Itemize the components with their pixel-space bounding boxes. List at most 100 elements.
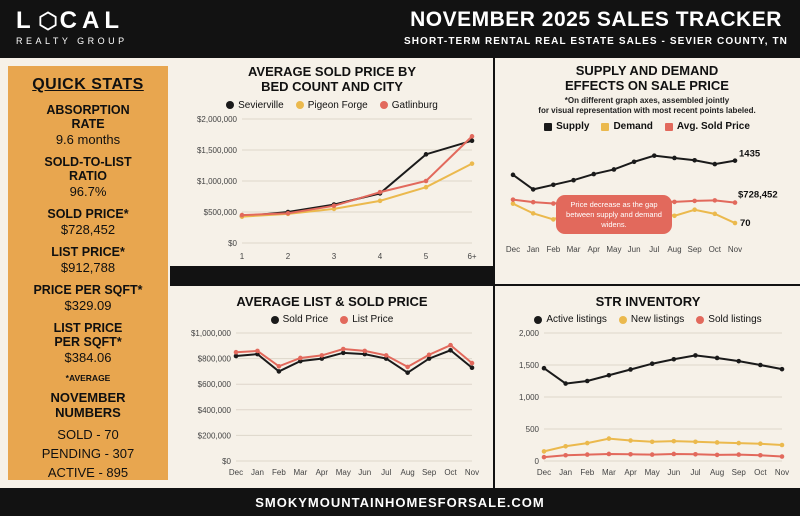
svg-text:3: 3: [332, 252, 337, 261]
svg-text:$200,000: $200,000: [198, 432, 232, 441]
svg-text:Apr: Apr: [624, 468, 637, 477]
legend-label: New listings: [630, 314, 685, 326]
svg-text:0: 0: [535, 457, 540, 466]
svg-text:$500,000: $500,000: [204, 208, 238, 217]
str-inventory-legend: Active listings New listings Sold listings: [534, 314, 762, 326]
footer-bar: SMOKYMOUNTAINHOMESFORSALE.COM: [0, 488, 800, 516]
legend-label: Avg. Sold Price: [676, 121, 750, 133]
legend-label: List Price: [352, 314, 394, 326]
svg-text:Nov: Nov: [465, 468, 479, 477]
legend-label: Sevierville: [238, 99, 284, 111]
list-sold-plot: $1,000,000 $800,000 $600,000 $400,000 $200,0…: [191, 329, 479, 477]
svg-text:Dec: Dec: [506, 245, 520, 254]
legend-label: Sold Price: [282, 314, 329, 326]
svg-text:$800,000: $800,000: [198, 355, 232, 364]
average-footnote: *AVERAGE: [65, 373, 111, 383]
legend-label: Sold listings: [708, 314, 762, 326]
active-listings-marker-icon: [534, 315, 543, 324]
logo-subtext: REALTY GROUP: [16, 36, 128, 46]
stat-label: SOLD-TO-LIST RATIO: [44, 155, 132, 183]
legend-sold-price: Sold Price: [270, 314, 329, 326]
svg-text:May: May: [336, 468, 351, 477]
chart-avg-sold-price-by-bed-count: AVERAGE SOLD PRICE BY BED COUNT AND CITY S…: [174, 64, 490, 264]
svg-text:Jan: Jan: [251, 468, 264, 477]
stat-list-price-per-sqft: LIST PRICE PER SQFT* $384.06: [14, 321, 162, 365]
header-bar: L CAL REALTY GROUP NOVEMBER 2025 SALES T…: [0, 0, 800, 58]
logo-wordmark: L CAL: [16, 9, 128, 33]
svg-text:Aug: Aug: [667, 245, 681, 254]
legend-demand: Demand: [601, 121, 653, 133]
stat-label: LIST PRICE PER SQFT*: [53, 321, 123, 349]
header-text: NOVEMBER 2025 SALES TRACKER SHORT-TERM R…: [398, 8, 794, 47]
svg-text:Dec: Dec: [537, 468, 551, 477]
svg-text:Jul: Jul: [649, 245, 659, 254]
svg-text:$2,000,000: $2,000,000: [197, 115, 238, 124]
stat-value: $384.06: [64, 350, 112, 365]
supply-demand-legend: Supply Demand Avg. Sold Price: [544, 121, 750, 132]
bed-count-legend: Sevierville Pigeon Forge Gatlinburg: [226, 100, 438, 111]
november-pending: PENDING - 307: [41, 445, 135, 461]
svg-text:May: May: [645, 468, 660, 477]
bed-count-title: AVERAGE SOLD PRICE BY BED COUNT AND CITY: [247, 64, 417, 95]
stat-value: 9.6 months: [55, 132, 121, 147]
legend-active-listings: Active listings: [534, 314, 607, 325]
demand-marker-icon: [601, 122, 610, 131]
svg-text:Mar: Mar: [293, 468, 307, 477]
svg-text:Sep: Sep: [688, 245, 703, 254]
legend-new-listings: New listings: [618, 314, 685, 326]
svg-text:Jan: Jan: [527, 245, 540, 254]
svg-text:Jul: Jul: [381, 468, 391, 477]
svg-text:$400,000: $400,000: [198, 406, 232, 415]
column-divider: [493, 58, 495, 488]
svg-text:70: 70: [740, 218, 751, 229]
legend-label: Supply: [556, 121, 590, 133]
stat-label: LIST PRICE*: [51, 245, 125, 259]
stat-value: $912,788: [60, 260, 116, 275]
svg-text:Apr: Apr: [588, 245, 601, 254]
stat-label: SOLD PRICE*: [47, 207, 129, 221]
page-title: NOVEMBER 2025 SALES TRACKER: [410, 8, 782, 31]
sold-price-marker-icon: [270, 315, 279, 324]
chart-annotation: Price decrease as the gap between supply…: [556, 195, 672, 235]
legend-supply: Supply: [544, 121, 589, 132]
svg-text:Oct: Oct: [754, 468, 767, 477]
svg-text:Jan: Jan: [559, 468, 572, 477]
legend-label: Demand: [613, 121, 653, 133]
svg-text:Sep: Sep: [422, 468, 437, 477]
stat-list-price: LIST PRICE* $912,788: [14, 245, 162, 275]
quick-stats-panel: QUICK STATS ABSORPTION RATE 9.6 months S…: [8, 66, 168, 480]
svg-text:Oct: Oct: [444, 468, 457, 477]
legend-avg-sold-price: Avg. Sold Price: [664, 121, 750, 133]
november-active: ACTIVE - 895: [47, 464, 129, 480]
legend-label: Gatlinburg: [391, 99, 438, 111]
svg-text:Nov: Nov: [775, 468, 789, 477]
svg-text:May: May: [606, 245, 621, 254]
chart-str-inventory: STR INVENTORY Active listings New listings…: [500, 294, 796, 486]
stat-value: $728,452: [60, 222, 116, 237]
svg-text:Mar: Mar: [567, 245, 581, 254]
sold-listings-marker-icon: [696, 315, 705, 324]
svg-text:$1,000,000: $1,000,000: [191, 329, 232, 338]
stat-sold-to-list-ratio: SOLD-TO-LIST RATIO 96.7%: [14, 155, 162, 199]
legend-gatlinburg: Gatlinburg: [379, 99, 438, 111]
svg-text:Mar: Mar: [602, 468, 616, 477]
november-sold: SOLD - 70: [57, 426, 119, 442]
svg-text:$1,500,000: $1,500,000: [197, 146, 238, 155]
legend-list-price: List Price: [340, 314, 393, 325]
svg-text:2,000: 2,000: [519, 329, 540, 338]
legend-sevierville: Sevierville: [226, 100, 284, 111]
list-price-marker-icon: [340, 315, 349, 324]
svg-text:Dec: Dec: [229, 468, 243, 477]
svg-text:5: 5: [424, 252, 429, 261]
stat-value: 96.7%: [69, 184, 107, 199]
legend-pigeon-forge: Pigeon Forge: [295, 99, 368, 111]
svg-text:$728,452: $728,452: [738, 190, 778, 201]
legend-label: Pigeon Forge: [307, 99, 368, 111]
svg-text:6+: 6+: [467, 252, 476, 261]
gatlinburg-marker-icon: [379, 101, 388, 110]
svg-text:Aug: Aug: [401, 468, 415, 477]
svg-text:Nov: Nov: [728, 245, 742, 254]
svg-text:500: 500: [526, 425, 540, 434]
logo: L CAL REALTY GROUP: [16, 9, 128, 47]
supply-demand-title: SUPPLY AND DEMAND EFFECTS ON SALE PRICE: [565, 63, 729, 94]
